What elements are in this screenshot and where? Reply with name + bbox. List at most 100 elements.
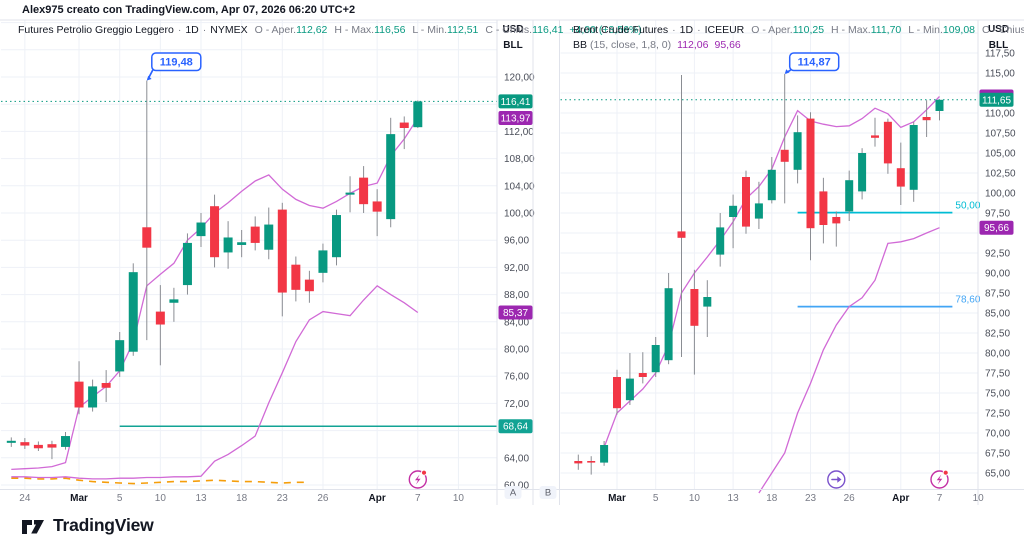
- candle: [196, 213, 206, 247]
- candle: [182, 233, 192, 295]
- candle: [47, 440, 57, 460]
- candle: [677, 75, 686, 357]
- time-tick-label: 18: [766, 493, 778, 504]
- lightning-marker-icon[interactable]: [408, 469, 428, 489]
- price-tick-label: 72,00: [504, 399, 529, 410]
- candle: [372, 189, 382, 237]
- candle: [101, 370, 111, 403]
- candle: [33, 441, 43, 451]
- attribution: Alex975 creato con TradingView.com, Apr …: [22, 4, 356, 16]
- low-value: 112,51: [447, 24, 479, 36]
- candle: [896, 142, 905, 205]
- price-tick-label: 92,00: [504, 263, 529, 274]
- bb-indicator-params: (15, close, 1,8, 0): [590, 39, 672, 51]
- candle: [690, 269, 699, 375]
- left-interval[interactable]: 1D: [185, 24, 199, 36]
- price-tick-label: 75,00: [985, 389, 1010, 400]
- price-callout[interactable]: 119,48: [146, 52, 202, 81]
- price-tick-label: 108,00: [504, 154, 535, 165]
- scale-tab-b[interactable]: B: [539, 486, 557, 499]
- tradingview-brand[interactable]: TradingView: [20, 512, 154, 538]
- left-symbol-title[interactable]: Futures Petrolio Greggio Leggero: [18, 24, 174, 36]
- candle: [613, 369, 621, 415]
- price-tick-label: 90,00: [985, 269, 1010, 280]
- bb-indicator-row[interactable]: BB (15, close, 1,8, 0) 112,06 95,66: [573, 38, 1024, 52]
- grid: [1, 20, 497, 490]
- high-value: 116,56: [374, 24, 406, 36]
- time-tick-label: 5: [653, 493, 659, 504]
- axis-unit-label: BLL: [989, 40, 1008, 51]
- price-tick-label: 70,00: [985, 429, 1010, 440]
- separator: ·: [697, 24, 701, 36]
- price-tick-label: 76,00: [504, 372, 529, 383]
- svg-text:113,97: 113,97: [501, 114, 531, 125]
- time-tick-label: 24: [19, 493, 31, 504]
- close-label: C - Chius.: [982, 24, 1024, 36]
- orange-dashed-indicator-line[interactable]: [11, 477, 310, 485]
- time-tick-label: 5: [117, 493, 123, 504]
- time-tick-label: Mar: [608, 493, 626, 504]
- svg-text:A: A: [510, 488, 517, 499]
- high-label: H - Max.: [334, 24, 375, 36]
- price-axis-left[interactable]: USD BLL 120,00 112,00 108,00 104,00 100,00 96,0…: [496, 20, 535, 505]
- candle: [574, 454, 583, 470]
- price-tick-label: 107,50: [985, 129, 1016, 140]
- bb-upper-band-line[interactable]: [11, 117, 419, 471]
- right-exchange: ICEEUR: [704, 24, 745, 36]
- bb-upper-value: 112,06: [677, 39, 709, 51]
- price-chart-left[interactable]: 119,48 USD BLL 120,00 112,00 108,00 104,00 100,…: [1, 20, 535, 505]
- candle: [819, 177, 828, 244]
- lightning-marker-icon[interactable]: [930, 469, 949, 489]
- candle: [638, 352, 647, 384]
- close-value: 116,41: [532, 24, 564, 36]
- high-value: 111,70: [870, 24, 902, 36]
- candlestick-series: [574, 74, 944, 475]
- candle: [399, 116, 409, 150]
- forecast-arrow-icon[interactable]: [827, 470, 846, 489]
- close-label: C - Chius.: [485, 24, 533, 36]
- separator: ·: [177, 24, 182, 36]
- price-callout[interactable]: 114,87: [784, 52, 840, 75]
- time-tick-label: 13: [195, 493, 207, 504]
- candle: [142, 80, 152, 341]
- price-tick-label: 100,00: [504, 209, 535, 220]
- price-tick-label: 115,00: [985, 69, 1015, 80]
- price-tick-label: 80,00: [504, 345, 529, 356]
- candle: [386, 117, 396, 228]
- candle: [88, 379, 98, 412]
- bb-lower-band-line[interactable]: [758, 227, 940, 494]
- open-label: O - Aper.: [254, 24, 297, 36]
- time-tick-label: 10: [155, 493, 167, 504]
- right-symbol-title[interactable]: Brent Crude Futures: [573, 24, 669, 36]
- bb-lower-band-line[interactable]: [11, 284, 419, 480]
- candle: [600, 441, 609, 466]
- price-badge: 85,37: [498, 305, 533, 320]
- price-callout-label: 119,48: [160, 57, 193, 69]
- fib-level-line[interactable]: 78,60: [797, 295, 981, 308]
- price-tick-label: 96,00: [504, 236, 529, 247]
- candle: [806, 112, 815, 261]
- time-tick-label: Apr: [892, 493, 909, 504]
- svg-text:116,41: 116,41: [501, 97, 531, 108]
- low-label: L - Min.: [908, 24, 943, 36]
- price-tick-label: 67,50: [985, 449, 1010, 460]
- time-tick-label: Apr: [369, 493, 386, 504]
- time-axis-left[interactable]: 24 Mar 5 10 13 18 23 26 Apr 7 10: [19, 493, 464, 504]
- candle: [832, 211, 841, 247]
- alert-dot: [420, 469, 428, 476]
- right-interval[interactable]: 1D: [679, 24, 694, 36]
- candle: [651, 337, 660, 377]
- price-tick-label: 97,50: [985, 209, 1010, 220]
- candle: [277, 202, 287, 317]
- price-tick-label: 64,00: [504, 453, 529, 464]
- bb-lower-value: 95,66: [714, 39, 741, 51]
- bb-indicator-name: BB: [573, 39, 588, 51]
- candle: [883, 118, 892, 174]
- left-exchange: NYMEX: [210, 24, 248, 36]
- time-axis-right[interactable]: Mar 5 10 13 18 23 26 Apr 7 10: [608, 493, 984, 504]
- scale-tab-a[interactable]: A: [504, 486, 522, 499]
- candle: [716, 213, 725, 267]
